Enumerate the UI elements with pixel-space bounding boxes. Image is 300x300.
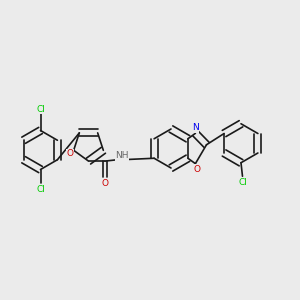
Text: Cl: Cl xyxy=(238,178,247,187)
Text: O: O xyxy=(101,178,109,188)
Text: O: O xyxy=(67,149,73,158)
Text: Cl: Cl xyxy=(36,105,45,114)
Text: Cl: Cl xyxy=(36,184,45,194)
Text: N: N xyxy=(192,124,199,132)
Text: O: O xyxy=(194,164,200,173)
Text: NH: NH xyxy=(115,152,129,160)
